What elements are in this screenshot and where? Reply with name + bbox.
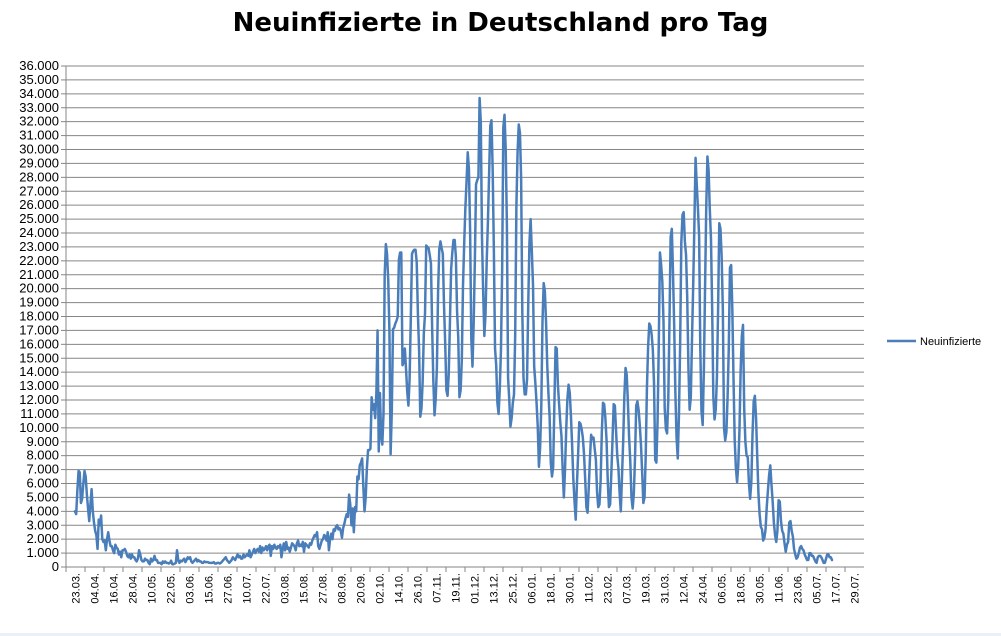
x-tick-label: 23.03.: [71, 573, 83, 604]
grid-lines: [66, 65, 864, 554]
x-tick-label: 08.09.: [337, 573, 349, 604]
series-line-neuinfizierte: [73, 96, 834, 566]
y-tick-label: 31.000: [19, 128, 59, 143]
x-tick-label: 26.10.: [413, 573, 425, 604]
series-layer: [73, 96, 834, 566]
x-tick-label: 18.01.: [546, 573, 558, 604]
x-tick-label: 15.08.: [299, 573, 311, 604]
y-tick-label: 36.000: [19, 58, 59, 73]
axes: [61, 65, 864, 572]
y-tick-label: 12.000: [19, 392, 59, 407]
x-tick-label: 12.04.: [679, 573, 691, 604]
y-tick-label: 17.000: [19, 322, 59, 337]
y-tick-label: 11.000: [20, 406, 59, 421]
x-tick-label: 28.04.: [128, 573, 140, 604]
y-tick-label: 23.000: [19, 239, 59, 254]
x-tick-label: 16.04.: [109, 573, 121, 604]
y-tick-label: 21.000: [19, 267, 59, 282]
y-tick-label: 28.000: [19, 169, 59, 184]
x-tick-label: 11.02.: [584, 573, 596, 603]
x-tick-label: 30.01.: [565, 573, 577, 604]
x-tick-label: 23.02.: [603, 573, 615, 604]
x-tick-label: 04.04.: [90, 573, 102, 604]
x-tick-label: 07.03.: [622, 573, 634, 604]
x-tick-label: 06.01.: [527, 573, 539, 604]
y-tick-label: 19.000: [19, 295, 59, 310]
x-tick-label: 18.05.: [736, 573, 748, 604]
y-tick-label: 10.000: [19, 420, 59, 435]
y-tick-label: 27.000: [19, 183, 59, 198]
x-tick-label: 05.07.: [812, 573, 824, 604]
y-tick-label: 8.000: [26, 448, 59, 463]
x-tick-label: 14.10.: [394, 573, 406, 604]
x-tick-labels: 23.03. 04.04. 16.04. 28.04. 10.05. 22.05. 03.0…: [71, 573, 862, 604]
x-tick-label: 10.07.: [242, 573, 254, 604]
y-tick-label: 18.000: [19, 309, 59, 324]
x-tick-label: 15.06.: [204, 573, 216, 604]
x-tick-label: 24.04.: [698, 573, 710, 604]
x-tick-label: 17.07.: [831, 573, 843, 604]
y-tick-label: 30.000: [19, 142, 59, 157]
y-tick-label: 14.000: [19, 364, 59, 379]
x-tick-label: 30.05.: [755, 573, 767, 604]
x-tick-label: 31.03.: [660, 573, 672, 604]
x-tick-label: 23.06.: [793, 573, 805, 604]
x-tick-label: 03.08.: [280, 573, 292, 604]
x-tick-label: 03.06.: [185, 573, 197, 604]
y-tick-label: 2.000: [26, 531, 59, 546]
y-tick-label: 32.000: [19, 114, 59, 129]
y-tick-labels: 01.0002.0003.0004.0005.0006.0007.0008.00…: [19, 58, 59, 574]
window-bottom-strip: [0, 633, 1001, 636]
x-tick-label: 29.07.: [850, 573, 862, 604]
y-tick-label: 5.000: [26, 489, 59, 504]
x-tick-label: 06.05.: [717, 573, 729, 604]
y-tick-label: 24.000: [19, 225, 59, 240]
y-tick-label: 29.000: [19, 155, 59, 170]
x-tick-label: 01.12.: [470, 573, 482, 604]
y-tick-label: 35.000: [19, 72, 59, 87]
x-tick-label: 13.12.: [489, 573, 501, 604]
legend-label: Neuinfizierte: [920, 336, 981, 348]
y-tick-label: 0: [52, 559, 59, 574]
y-tick-label: 34.000: [19, 86, 59, 101]
x-tick-label: 22.07.: [261, 573, 273, 604]
x-tick-label: 19.03.: [641, 573, 653, 604]
chart-title: Neuinfizierte in Deutschland pro Tag: [232, 8, 769, 38]
x-tick-label: 19.11.: [451, 573, 463, 603]
x-tick-label: 07.11.: [432, 573, 444, 603]
x-tick-label: 25.12.: [508, 573, 520, 604]
y-tick-label: 4.000: [26, 503, 59, 518]
y-tick-label: 3.000: [26, 517, 59, 532]
y-tick-label: 25.000: [19, 211, 59, 226]
legend: Neuinfizierte: [887, 336, 981, 348]
x-tick-label: 02.10.: [375, 573, 387, 604]
y-tick-label: 33.000: [19, 100, 59, 115]
x-tick-label: 11.06.: [774, 573, 786, 603]
y-tick-label: 1.000: [26, 545, 59, 560]
y-tick-label: 9.000: [26, 434, 59, 449]
y-tick-label: 26.000: [19, 197, 59, 212]
y-tick-label: 15.000: [19, 350, 59, 365]
y-tick-label: 6.000: [26, 476, 59, 491]
x-tick-label: 22.05.: [166, 573, 178, 604]
x-tick-label: 27.06.: [223, 573, 235, 604]
y-tick-label: 7.000: [26, 462, 59, 477]
y-tick-label: 22.000: [19, 253, 59, 268]
x-tick-label: 27.08.: [318, 573, 330, 604]
x-tick-label: 10.05.: [147, 573, 159, 604]
y-tick-label: 13.000: [19, 378, 59, 393]
x-tick-label: 20.09.: [356, 573, 368, 604]
y-tick-label: 16.000: [19, 336, 59, 351]
y-tick-label: 20.000: [19, 281, 59, 296]
